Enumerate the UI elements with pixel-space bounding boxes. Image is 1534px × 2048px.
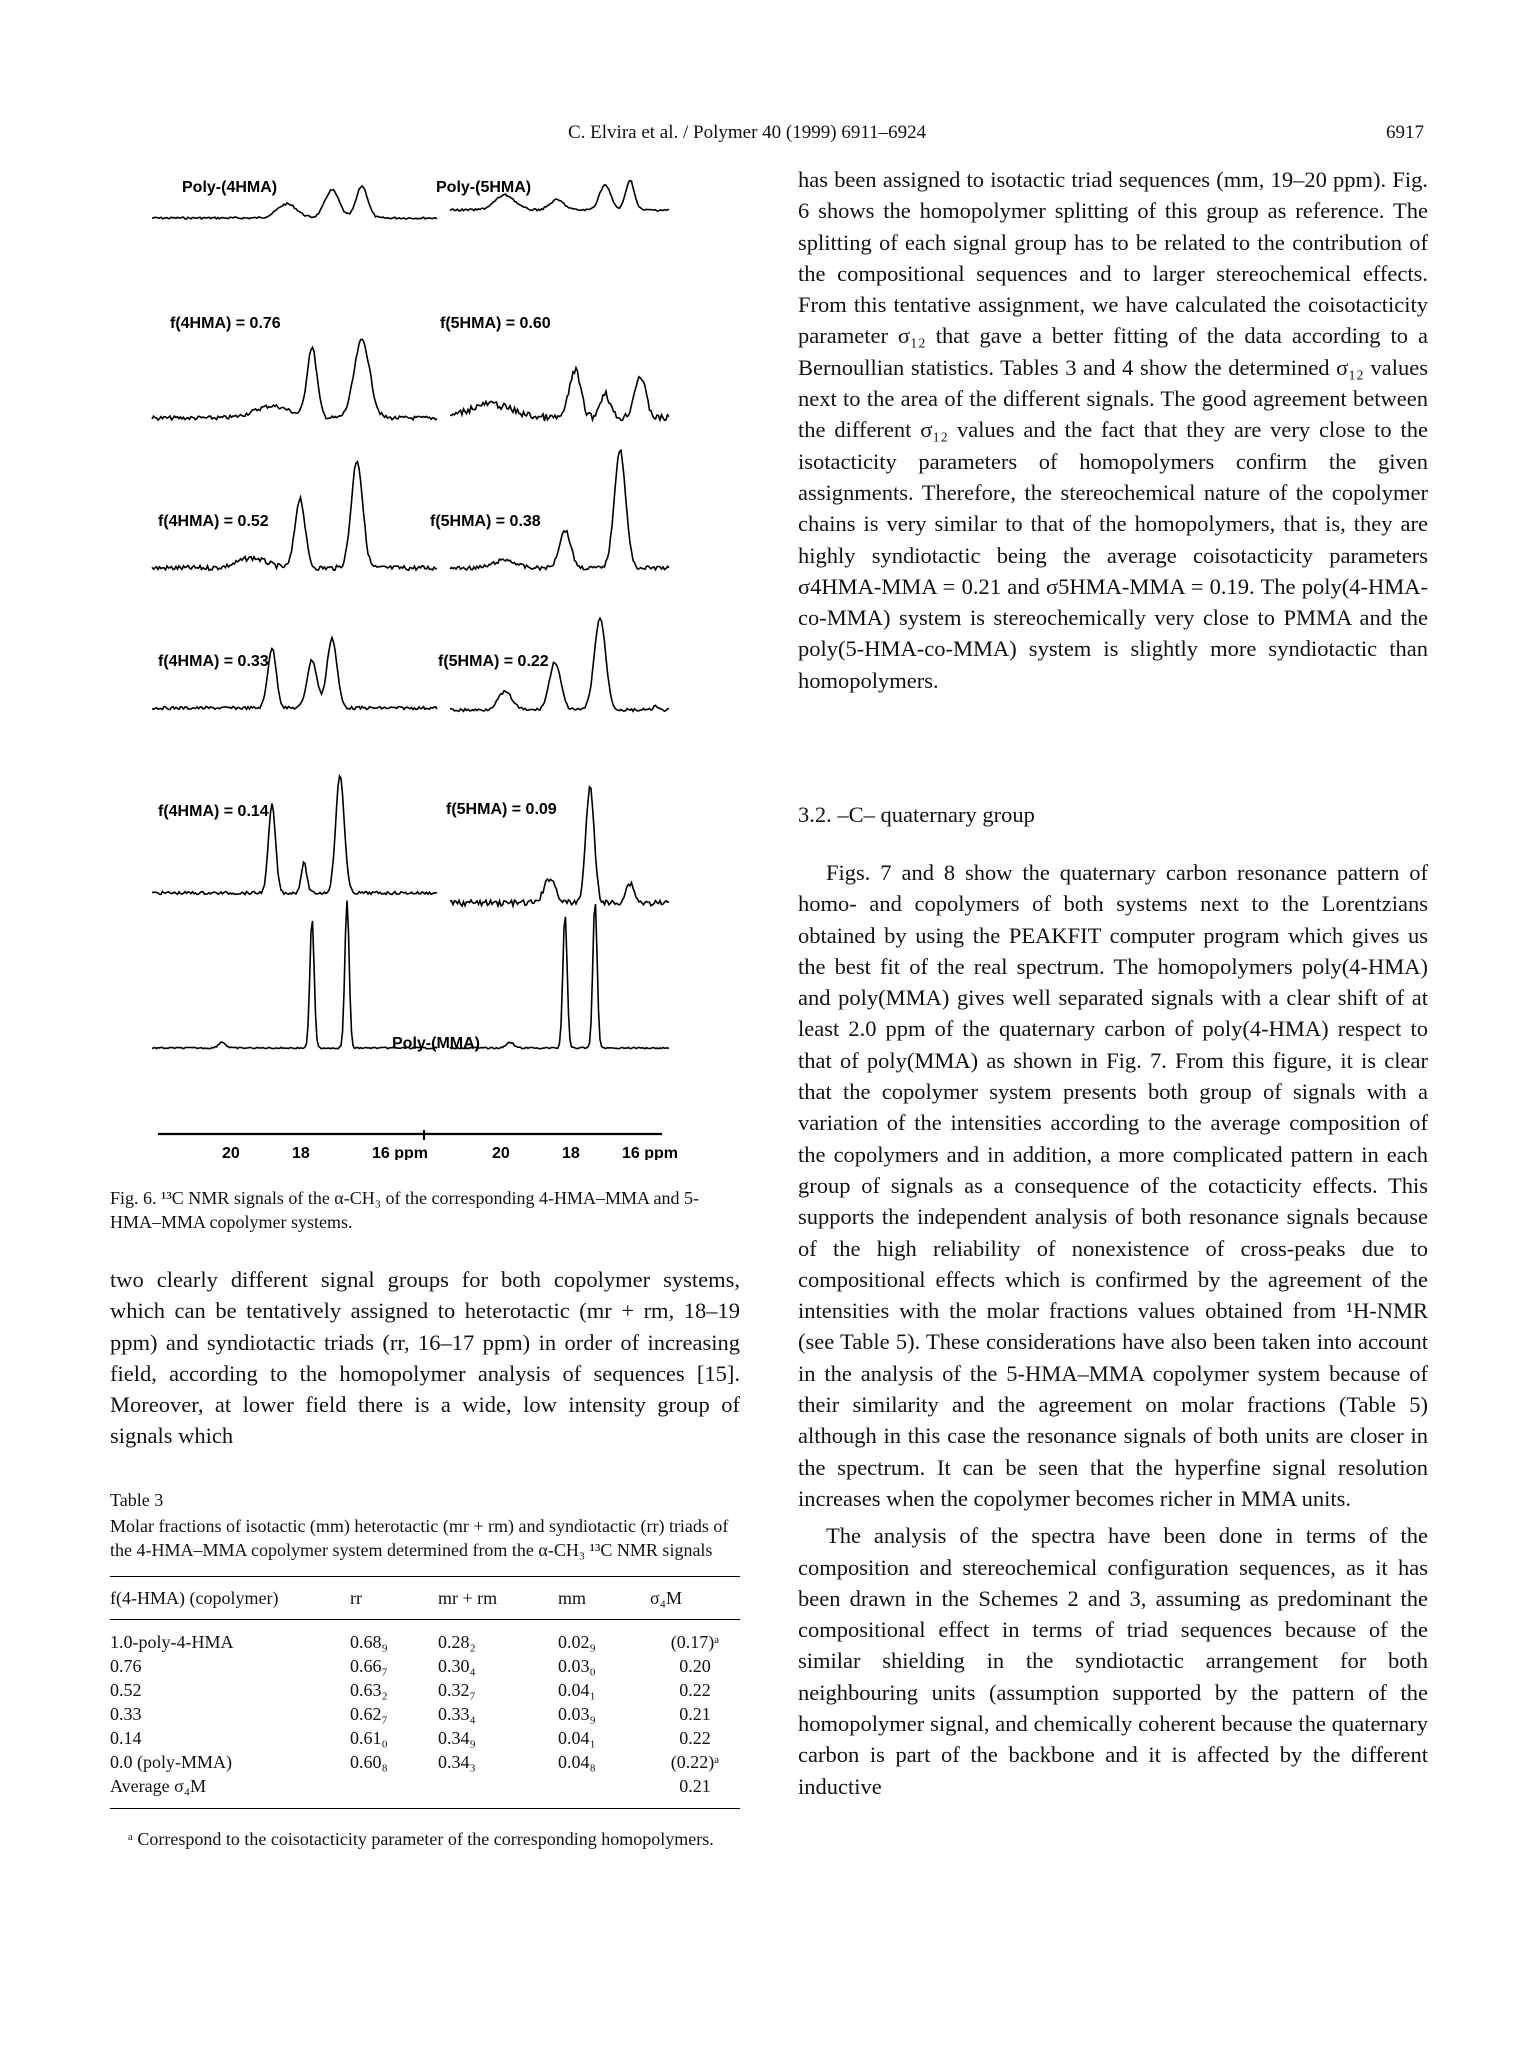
axis-right-tick-20: 20 xyxy=(492,1145,510,1160)
table-row: 0.52 0.63₂ 0.32₇ 0.04₁ 0.22 xyxy=(110,1678,740,1702)
table-cell: 0.60₈ xyxy=(350,1752,388,1772)
right-top-paragraph: has been assigned to isotactic triad seq… xyxy=(798,167,1428,693)
spectrum-trace-right-4 xyxy=(449,616,670,713)
table-cell: 0.22 xyxy=(679,1728,711,1748)
table-cell xyxy=(350,1774,438,1809)
spectrum-trace-left-3 xyxy=(151,460,438,572)
table-cell: 0.04₈ xyxy=(558,1752,596,1772)
table-cell: 0.66₇ xyxy=(350,1656,388,1676)
table-title: Molar fractions of isotactic (mm) hetero… xyxy=(110,1516,729,1560)
table-header: σ₄M xyxy=(650,1576,740,1620)
spectrum-trace-left-2 xyxy=(151,338,438,422)
axis-left-tick-18: 18 xyxy=(292,1145,310,1160)
left-title: Poly-(4HMA) xyxy=(182,179,277,196)
table-cell: 0.03₀ xyxy=(558,1656,596,1676)
table-header: f(4-HMA) (copolymer) xyxy=(110,1576,350,1620)
table-row: 0.33 0.62₇ 0.33₄ 0.03₉ 0.21 xyxy=(110,1702,740,1726)
table-cell: 0.02₉ xyxy=(558,1632,596,1652)
body-paragraph-right-top: has been assigned to isotactic triad seq… xyxy=(798,164,1428,696)
spectrum-trace-left-5 xyxy=(151,773,438,896)
table-cell: 0.03₉ xyxy=(558,1704,596,1724)
table-cell: 0.04₁ xyxy=(558,1680,596,1700)
spectrum-trace-right-1 xyxy=(449,179,670,212)
table-row: 0.14 0.61₀ 0.34₉ 0.04₁ 0.22 xyxy=(110,1726,740,1750)
spectrum-trace-right-3 xyxy=(449,448,670,572)
table-row: 0.0 (poly-MMA) 0.60₈ 0.34₃ 0.04₈ (0.22)ᵃ xyxy=(110,1750,740,1774)
left-label-3: f(4HMA) = 0.33 xyxy=(158,653,269,670)
table-cell: 0.76 xyxy=(110,1656,142,1676)
axis-right-tick-16: 16 ppm xyxy=(622,1145,678,1160)
table-cell: 0.14 xyxy=(110,1728,142,1748)
table-cell xyxy=(558,1774,650,1809)
axis-right-tick-18: 18 xyxy=(562,1145,580,1160)
axis-left-tick-16: 16 ppm xyxy=(372,1145,428,1160)
body-paragraph-left: two clearly different signal groups for … xyxy=(110,1264,740,1452)
running-header: C. Elvira et al. / Polymer 40 (1999) 691… xyxy=(568,122,927,143)
nmr-spectra-figure: Poly-(4HMA) Poly-(5HMA) f(4HMA) = 0.76 f… xyxy=(151,179,678,1160)
table-cell xyxy=(438,1774,558,1809)
table-cell: 0.61₀ xyxy=(350,1728,388,1748)
table-cell: 0.32₇ xyxy=(438,1680,476,1700)
right-label-4: f(5HMA) = 0.09 xyxy=(446,801,557,818)
table-cell: (0.22)ᵃ xyxy=(670,1752,720,1772)
table-header: mm xyxy=(558,1576,650,1620)
table-cell: 1.0-poly-4-HMA xyxy=(110,1632,234,1652)
right-bottom-paragraph-2: The analysis of the spectra have been do… xyxy=(798,1523,1428,1799)
table-header: rr xyxy=(350,1576,438,1620)
pmma-label: Poly-(MMA) xyxy=(392,1035,480,1052)
table-cell: 0.52 xyxy=(110,1680,142,1700)
spectrum-trace-right-6 xyxy=(449,903,670,1050)
left-paragraph: two clearly different signal groups for … xyxy=(110,1267,740,1449)
spectrum-trace-left-1 xyxy=(151,184,438,221)
spectrum-trace-right-5 xyxy=(449,785,669,910)
table-label: Table 3 xyxy=(110,1490,164,1510)
right-label-2: f(5HMA) = 0.38 xyxy=(430,513,541,530)
data-table: f(4-HMA) (copolymer) rr mr + rm mm σ₄M 1… xyxy=(110,1576,740,1809)
right-label-1: f(5HMA) = 0.60 xyxy=(440,315,551,332)
table-cell: 0.28₂ xyxy=(438,1632,476,1652)
table-cell: 0.34₉ xyxy=(438,1728,476,1748)
right-bottom-paragraph-1: Figs. 7 and 8 show the quaternary carbon… xyxy=(798,860,1428,1511)
table-cell: 0.21 xyxy=(650,1774,740,1809)
spectrum-trace-left-4 xyxy=(151,635,438,711)
right-label-3: f(5HMA) = 0.22 xyxy=(438,653,549,670)
right-title: Poly-(5HMA) xyxy=(436,179,531,196)
spectrum-trace-right-2 xyxy=(449,365,670,423)
table-cell: 0.33₄ xyxy=(438,1704,476,1724)
left-label-2: f(4HMA) = 0.52 xyxy=(158,513,269,530)
table-cell: 0.22 xyxy=(679,1680,711,1700)
table-cell: 0.63₂ xyxy=(350,1680,388,1700)
table-header: mr + rm xyxy=(438,1576,558,1620)
table-cell: 0.33 xyxy=(110,1704,142,1724)
body-paragraphs-right-bottom: Figs. 7 and 8 show the quaternary carbon… xyxy=(798,857,1428,1802)
table-row: 0.76 0.66₇ 0.30₄ 0.03₀ 0.20 xyxy=(110,1654,740,1678)
table-cell: Average σ₄M xyxy=(110,1774,350,1809)
page-number: 6917 xyxy=(1386,122,1424,143)
table-cell: 0.0 (poly-MMA) xyxy=(110,1752,232,1772)
left-label-4: f(4HMA) = 0.14 xyxy=(158,803,269,820)
table-3: Table 3 Molar fractions of isotactic (mm… xyxy=(110,1488,740,1851)
table-cell: 0.04₁ xyxy=(558,1728,596,1748)
table-cell: 0.30₄ xyxy=(438,1656,476,1676)
spectrum-trace-left-6 xyxy=(151,900,438,1050)
table-cell: 0.34₃ xyxy=(438,1752,476,1772)
table-cell: (0.17)ᵃ xyxy=(670,1632,720,1652)
table-cell: 0.68₉ xyxy=(350,1632,388,1652)
table-cell: 0.21 xyxy=(679,1704,711,1724)
table-row: Average σ₄M 0.21 xyxy=(110,1774,740,1809)
left-label-1: f(4HMA) = 0.76 xyxy=(170,315,281,332)
table-cell: 0.62₇ xyxy=(350,1704,388,1724)
table-cell: 0.20 xyxy=(679,1656,711,1676)
section-heading: 3.2. –C– quaternary group xyxy=(798,802,1035,827)
table-row: 1.0-poly-4-HMA 0.68₉ 0.28₂ 0.02₉ (0.17)ᵃ xyxy=(110,1620,740,1655)
table-footnote: ᵃ Correspond to the coisotacticity param… xyxy=(128,1829,714,1849)
figure-caption: Fig. 6. ¹³C NMR signals of the α-CH₃ of … xyxy=(110,1188,699,1232)
axis-left-tick-20: 20 xyxy=(222,1145,240,1160)
